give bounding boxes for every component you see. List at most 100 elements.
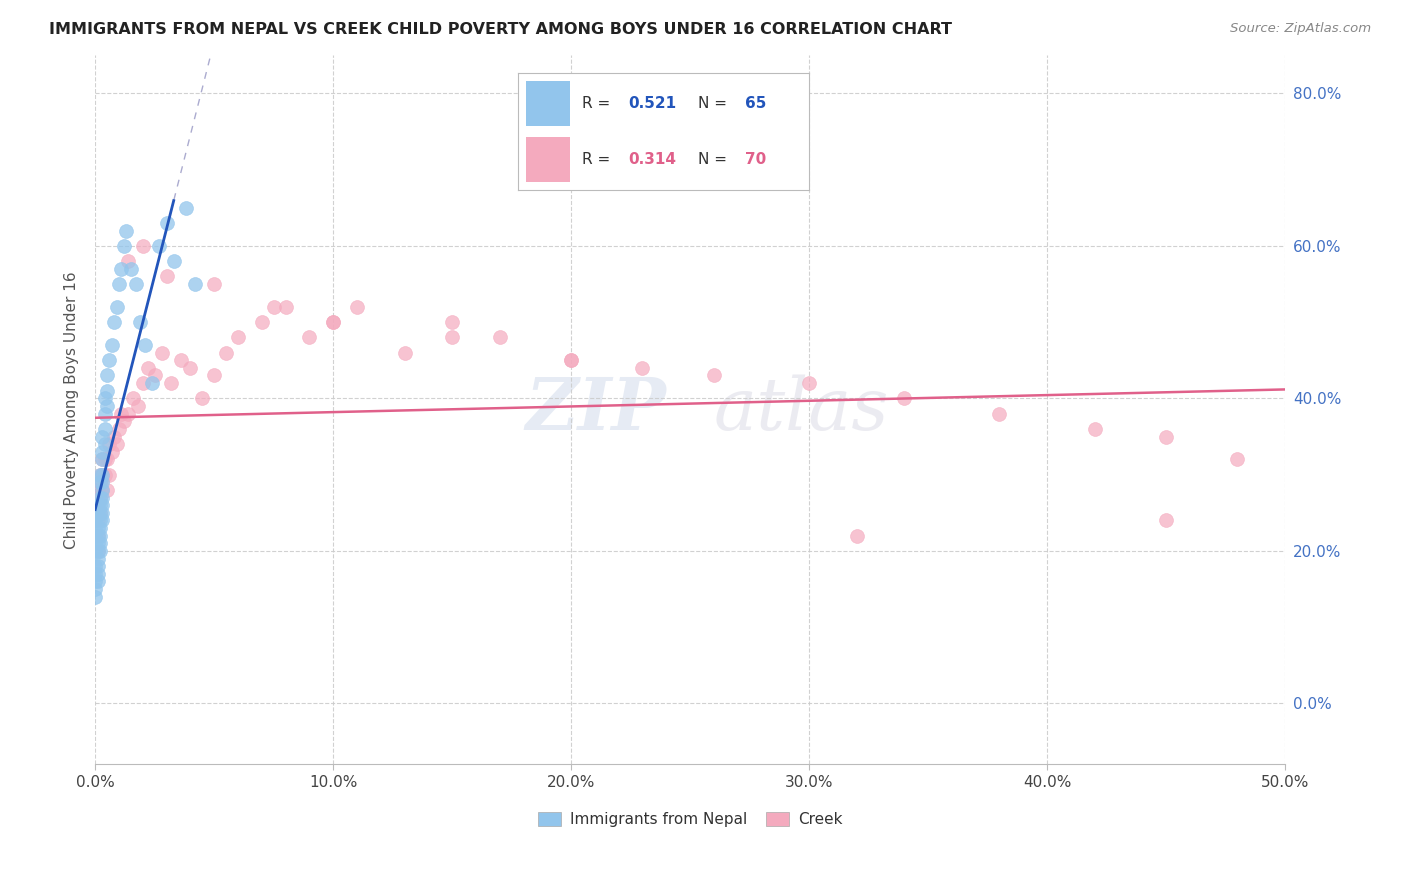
Point (86, 566, 108, 581)
Point (155, 216, 177, 230)
Point (215, 345, 238, 359)
Point (96, 384, 118, 398)
Point (560, 353, 582, 368)
Legend: Immigrants from Nepal, Creek: Immigrants from Nepal, Creek (530, 805, 849, 835)
Point (174, 201, 197, 215)
Y-axis label: Child Poverty Among Boys Under 16: Child Poverty Among Boys Under 16 (65, 271, 79, 549)
Point (93, 452, 115, 467)
Point (441, 330, 464, 344)
Point (112, 414, 135, 428)
Point (89, 521, 111, 535)
Point (202, 277, 225, 291)
Point (110, 261, 132, 276)
Point (93, 392, 115, 406)
Point (86, 559, 108, 574)
Point (103, 429, 125, 443)
Point (91, 429, 114, 443)
Point (394, 345, 416, 359)
Point (96, 368, 118, 383)
Point (84, 521, 107, 535)
Point (86, 498, 108, 512)
Point (84, 582, 107, 596)
Point (179, 360, 201, 375)
Point (89, 491, 111, 505)
Point (322, 315, 344, 329)
Point (91, 467, 114, 482)
Point (96, 452, 118, 467)
Point (893, 392, 915, 406)
Point (441, 315, 464, 329)
Point (631, 360, 654, 375)
Point (141, 376, 163, 391)
Point (89, 536, 111, 550)
Point (150, 345, 173, 359)
Point (703, 368, 725, 383)
Point (91, 483, 114, 497)
Point (263, 300, 285, 314)
Point (134, 338, 156, 352)
Point (84, 506, 107, 520)
Point (322, 315, 344, 329)
Point (89, 529, 111, 543)
Point (91, 475, 114, 490)
Point (129, 315, 152, 329)
Point (1154, 513, 1177, 527)
Point (89, 506, 111, 520)
Point (86, 513, 108, 527)
Text: atlas: atlas (714, 375, 890, 445)
Point (163, 254, 186, 268)
Point (136, 360, 159, 375)
Point (89, 475, 111, 490)
Point (84, 544, 107, 558)
Point (86, 506, 108, 520)
Point (143, 368, 166, 383)
Point (91, 467, 114, 482)
Point (91, 506, 114, 520)
Point (120, 261, 142, 276)
Point (86, 551, 108, 566)
Text: ZIP: ZIP (526, 375, 666, 445)
Point (86, 544, 108, 558)
Point (346, 300, 368, 314)
Point (89, 513, 111, 527)
Point (117, 254, 139, 268)
Point (108, 277, 131, 291)
Text: Source: ZipAtlas.com: Source: ZipAtlas.com (1230, 22, 1371, 36)
Point (84, 559, 107, 574)
Text: IMMIGRANTS FROM NEPAL VS CREEK CHILD POVERTY AMONG BOYS UNDER 16 CORRELATION CHA: IMMIGRANTS FROM NEPAL VS CREEK CHILD POV… (49, 22, 952, 37)
Point (202, 368, 225, 383)
Point (112, 239, 135, 253)
Point (86, 529, 108, 543)
Point (488, 330, 510, 344)
Point (101, 338, 124, 352)
Point (93, 437, 115, 451)
Point (226, 330, 249, 344)
Point (84, 529, 107, 543)
Point (93, 467, 115, 482)
Point (105, 300, 128, 314)
Point (86, 574, 108, 589)
Point (84, 529, 107, 543)
Point (274, 300, 297, 314)
Point (988, 407, 1011, 421)
Point (148, 239, 170, 253)
Point (155, 269, 177, 284)
Point (91, 444, 114, 458)
Point (124, 277, 146, 291)
Point (110, 407, 132, 421)
Point (89, 467, 111, 482)
Point (86, 529, 108, 543)
Point (93, 407, 115, 421)
Point (84, 574, 107, 589)
Point (122, 392, 145, 406)
Point (93, 422, 115, 436)
Point (96, 399, 118, 413)
Point (797, 376, 820, 391)
Point (170, 353, 193, 368)
Point (108, 422, 131, 436)
Point (845, 529, 868, 543)
Point (132, 239, 155, 253)
Point (84, 536, 107, 550)
Point (103, 315, 125, 329)
Point (84, 590, 107, 604)
